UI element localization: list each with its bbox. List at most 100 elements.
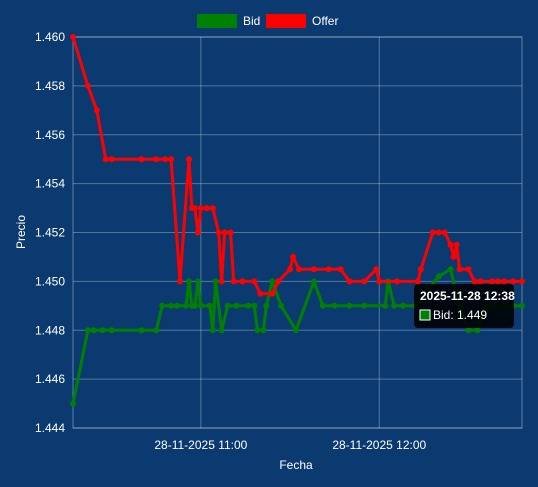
bid-point[interactable] [474, 327, 481, 334]
bid-point[interactable] [174, 302, 181, 309]
bid-point[interactable] [153, 327, 160, 334]
offer-point[interactable] [209, 205, 216, 212]
bid-point[interactable] [212, 278, 219, 285]
bid-point[interactable] [263, 302, 270, 309]
bid-point[interactable] [70, 400, 76, 407]
offer-point[interactable] [221, 229, 228, 236]
offer-point[interactable] [102, 156, 109, 163]
bid-point[interactable] [245, 302, 252, 309]
bid-point[interactable] [138, 327, 145, 334]
bid-point[interactable] [269, 278, 276, 285]
bid-point[interactable] [400, 302, 407, 309]
offer-point[interactable] [450, 253, 457, 260]
bid-point[interactable] [319, 302, 326, 309]
bid-point[interactable] [191, 302, 198, 309]
offer-point[interactable] [257, 290, 264, 297]
offer-point[interactable] [477, 278, 484, 285]
offer-point[interactable] [230, 278, 237, 285]
offer-point[interactable] [447, 241, 454, 248]
bid-point[interactable] [84, 327, 91, 334]
offer-point[interactable] [465, 266, 472, 273]
bid-point[interactable] [233, 302, 240, 309]
offer-point[interactable] [191, 205, 198, 212]
bid-point[interactable] [159, 302, 166, 309]
bid-point[interactable] [382, 302, 389, 309]
offer-point[interactable] [153, 156, 160, 163]
offer-point[interactable] [287, 266, 294, 273]
offer-point[interactable] [194, 229, 201, 236]
bid-point[interactable] [293, 327, 299, 334]
offer-point[interactable] [414, 278, 421, 285]
offer-point[interactable] [456, 266, 463, 273]
bid-point[interactable] [99, 327, 106, 334]
offer-point[interactable] [275, 278, 282, 285]
offer-point[interactable] [215, 229, 222, 236]
bid-point[interactable] [218, 327, 225, 334]
legend[interactable]: Bid Offer [197, 14, 338, 28]
offer-point[interactable] [495, 278, 502, 285]
offer-point[interactable] [162, 156, 169, 163]
legend-swatch-bid[interactable] [197, 14, 237, 28]
bid-point[interactable] [346, 302, 353, 309]
offer-point[interactable] [84, 82, 91, 89]
bid-point[interactable] [90, 327, 97, 334]
bid-point[interactable] [278, 302, 285, 309]
legend-label-bid[interactable]: Bid [243, 14, 260, 28]
offer-point[interactable] [108, 156, 115, 163]
bid-point[interactable] [260, 327, 267, 334]
offer-point[interactable] [373, 266, 380, 273]
bid-point[interactable] [224, 302, 231, 309]
offer-point[interactable] [197, 205, 204, 212]
offer-point[interactable] [453, 241, 460, 248]
bid-point[interactable] [519, 302, 525, 309]
offer-point[interactable] [441, 229, 448, 236]
bid-point[interactable] [194, 278, 201, 285]
bid-point[interactable] [183, 302, 189, 309]
offer-point[interactable] [519, 278, 525, 285]
offer-point[interactable] [510, 278, 517, 285]
bid-point[interactable] [310, 278, 317, 285]
legend-label-offer[interactable]: Offer [312, 14, 338, 28]
offer-point[interactable] [269, 290, 276, 297]
offer-point[interactable] [218, 278, 225, 285]
offer-point[interactable] [376, 278, 383, 285]
offer-point[interactable] [203, 205, 210, 212]
bid-point[interactable] [251, 302, 258, 309]
offer-point[interactable] [361, 278, 368, 285]
offer-point[interactable] [429, 229, 436, 236]
offer-point[interactable] [501, 278, 508, 285]
bid-point[interactable] [361, 302, 368, 309]
offer-point[interactable] [471, 278, 478, 285]
offer-point[interactable] [489, 278, 496, 285]
offer-point[interactable] [70, 34, 76, 40]
offer-point[interactable] [251, 278, 258, 285]
offer-point[interactable] [296, 266, 302, 273]
offer-point[interactable] [186, 156, 192, 163]
bid-point[interactable] [168, 302, 175, 309]
bid-point[interactable] [435, 273, 442, 280]
offer-point[interactable] [93, 107, 100, 114]
offer-point[interactable] [310, 266, 317, 273]
offer-point[interactable] [138, 156, 145, 163]
offer-point[interactable] [394, 278, 401, 285]
bid-point[interactable] [447, 266, 454, 273]
offer-point[interactable] [325, 266, 332, 273]
offer-point[interactable] [290, 253, 296, 260]
bid-point[interactable] [391, 302, 398, 309]
legend-swatch-offer[interactable] [266, 14, 306, 28]
bid-point[interactable] [465, 327, 472, 334]
bid-point[interactable] [197, 302, 204, 309]
bid-point[interactable] [186, 278, 192, 285]
offer-point[interactable] [227, 229, 234, 236]
offer-point[interactable] [337, 266, 344, 273]
bid-point[interactable] [331, 302, 338, 309]
offer-point[interactable] [417, 266, 424, 273]
offer-point[interactable] [239, 278, 246, 285]
offer-point[interactable] [177, 278, 183, 285]
offer-point[interactable] [346, 278, 353, 285]
bid-point[interactable] [206, 302, 213, 309]
bid-point[interactable] [209, 327, 216, 334]
bid-point[interactable] [254, 327, 261, 334]
offer-point[interactable] [435, 229, 442, 236]
bid-point[interactable] [108, 327, 115, 334]
